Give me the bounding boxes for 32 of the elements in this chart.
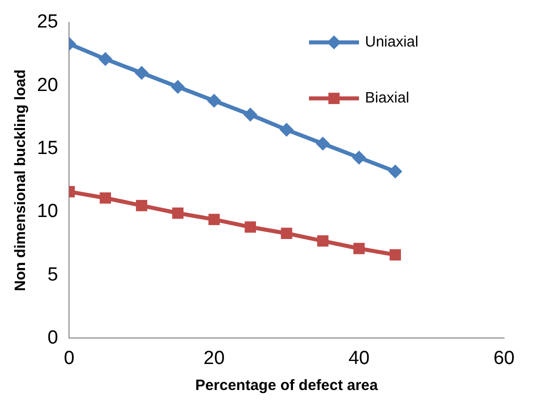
- y-tick-label: 25: [36, 12, 58, 33]
- point: [98, 52, 112, 66]
- y-axis-title: Non dimensional buckling load: [12, 69, 30, 292]
- point: [280, 228, 292, 240]
- point: [390, 249, 401, 260]
- point: [134, 66, 149, 80]
- point: [172, 207, 184, 219]
- point: [100, 192, 112, 204]
- point: [316, 136, 330, 151]
- x-tick-label: 20: [204, 348, 225, 369]
- y-tick-label: 20: [36, 74, 58, 96]
- point: [244, 221, 256, 233]
- point: [353, 242, 365, 254]
- x-tick-label: 40: [348, 348, 370, 369]
- point: [208, 214, 220, 226]
- y-tick-label: 10: [36, 201, 58, 222]
- y-tick-label: 0: [48, 327, 58, 348]
- legend-label: Biaxial: [365, 90, 410, 107]
- point: [207, 94, 222, 108]
- legend-label: Uniaxial: [365, 34, 418, 51]
- x-tick-label: 60: [493, 348, 515, 369]
- x-axis-title: Percentage of defect area: [195, 377, 379, 394]
- x-tick-label: 0: [64, 348, 74, 369]
- y-tick-label: 5: [48, 264, 58, 286]
- point: [170, 80, 185, 94]
- point: [317, 235, 328, 247]
- y-tick-label: 15: [36, 138, 58, 159]
- point: [136, 200, 148, 212]
- point: [388, 164, 402, 178]
- point: [352, 150, 366, 165]
- point: [280, 122, 294, 137]
- point: [243, 108, 258, 122]
